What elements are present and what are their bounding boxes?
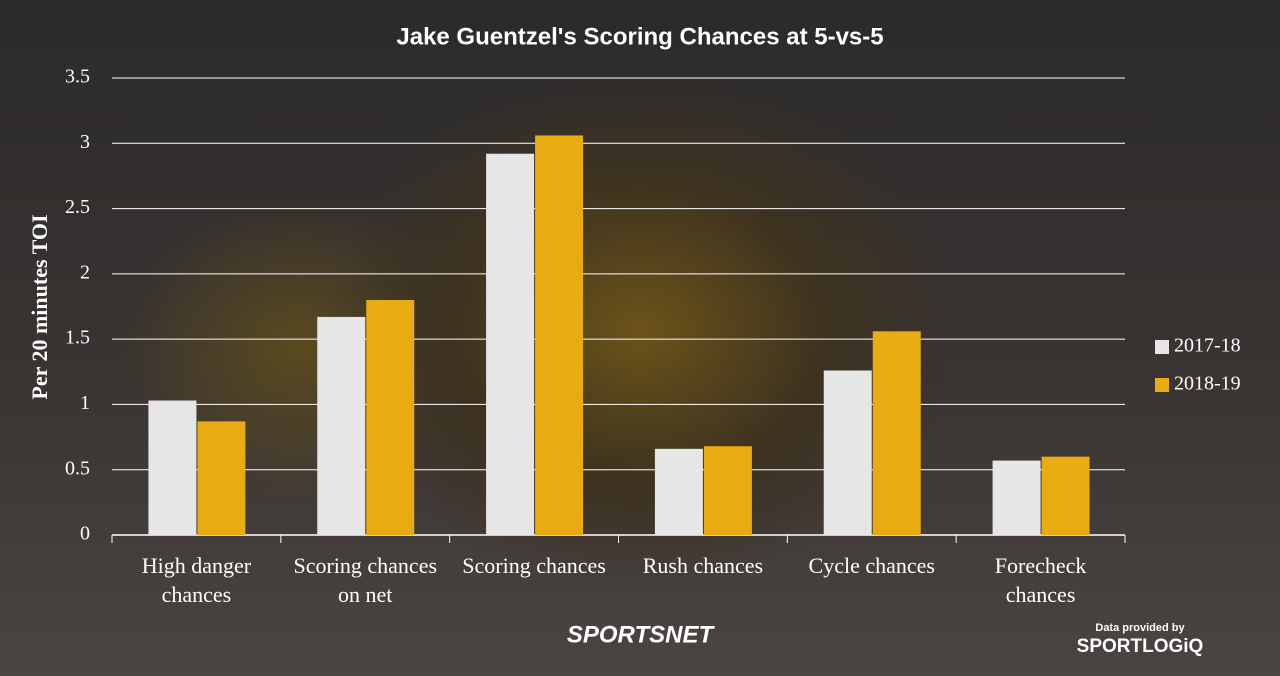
- bar: [366, 299, 415, 535]
- bar: [872, 331, 921, 535]
- bar: [1041, 456, 1090, 535]
- y-axis-title: Per 20 minutes TOI: [27, 214, 52, 399]
- bar: [535, 135, 584, 536]
- x-tick-label: Cycle chances: [808, 553, 935, 578]
- y-tick-label: 0.5: [65, 457, 90, 479]
- legend-swatch: [1155, 340, 1169, 354]
- y-tick-label: 0: [80, 523, 90, 545]
- y-tick-label: 2: [80, 261, 90, 283]
- chart-title: Jake Guentzel's Scoring Chances at 5-vs-…: [396, 23, 883, 50]
- y-tick-label: 3.5: [65, 66, 90, 88]
- y-tick-label: 3: [80, 131, 90, 153]
- legend-label: 2017-18: [1174, 335, 1241, 357]
- bar: [654, 448, 703, 535]
- bar: [486, 153, 535, 535]
- broadcaster-logo: SPORTSNET: [567, 621, 716, 648]
- bar: [703, 446, 752, 535]
- x-tick-label: Rush chances: [642, 553, 764, 578]
- bar: [148, 400, 197, 535]
- y-tick-label: 1.5: [65, 327, 90, 349]
- y-tick-label: 1: [80, 392, 90, 414]
- bar: [197, 421, 246, 535]
- bar: [823, 370, 872, 535]
- x-tick-label: Forecheck chances: [994, 553, 1087, 607]
- x-tick-label: High danger chances: [141, 553, 252, 607]
- provider-logo: SPORTLOGiQ: [1077, 636, 1204, 657]
- bar: [317, 316, 366, 535]
- x-tick-label: Scoring chances on net: [293, 553, 438, 607]
- bar: [992, 460, 1041, 535]
- legend-label: 2018-19: [1174, 373, 1241, 395]
- legend-swatch: [1155, 378, 1169, 392]
- x-tick-label: Scoring chances: [462, 553, 606, 578]
- credit-text: Data provided by: [1095, 622, 1185, 634]
- y-tick-label: 2.5: [65, 196, 90, 218]
